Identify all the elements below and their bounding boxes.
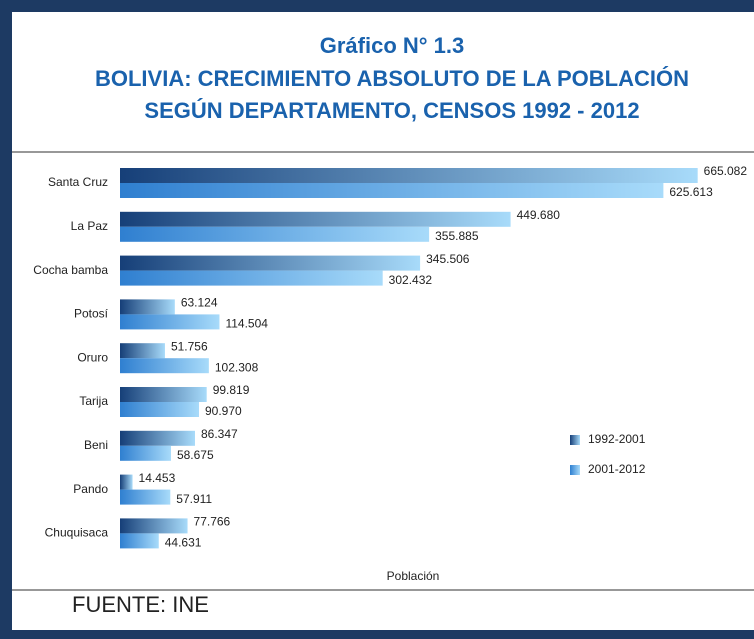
y-tick-label: Santa Cruz	[48, 175, 108, 189]
bar	[120, 533, 159, 549]
y-tick-label: Oruro	[77, 350, 108, 364]
data-label: 51.756	[171, 339, 208, 353]
data-label: 77.766	[194, 515, 231, 529]
data-label: 355.885	[435, 229, 479, 243]
bar	[120, 445, 171, 461]
data-label: 345.506	[426, 252, 470, 266]
bar	[120, 211, 511, 227]
x-axis-label: Población	[387, 569, 440, 583]
bar	[120, 402, 200, 417]
data-label: 57.911	[176, 492, 212, 506]
bar	[120, 489, 171, 505]
bar	[120, 314, 220, 330]
y-tick-label: Chuquisaca	[45, 526, 109, 540]
bar	[120, 387, 207, 402]
y-tick-label: Potosí	[74, 307, 109, 321]
data-label: 114.504	[225, 317, 268, 331]
y-tick-label: Cocha bamba	[33, 263, 108, 277]
data-label: 665.082	[704, 164, 748, 178]
legend-label: 2001-2012	[588, 462, 646, 476]
data-label: 63.124	[181, 296, 218, 310]
bar	[120, 255, 421, 271]
bar	[120, 343, 165, 359]
bar	[120, 183, 664, 198]
bar	[120, 358, 209, 374]
y-tick-label: Beni	[84, 438, 108, 452]
bar	[120, 168, 698, 183]
y-tick-label: Pando	[73, 482, 108, 496]
legend-label: 1992-2001	[588, 432, 646, 446]
data-label: 44.631	[165, 536, 202, 550]
data-label: 302.432	[389, 273, 433, 287]
bar	[120, 430, 195, 446]
data-label: 86.347	[201, 427, 238, 441]
y-tick-label: Tarija	[79, 394, 108, 408]
chart-title: Gráfico N° 1.3	[320, 33, 465, 58]
data-label: 99.819	[213, 383, 250, 397]
data-label: 90.970	[205, 404, 242, 418]
data-label: 102.308	[215, 360, 259, 374]
data-label: 14.453	[139, 471, 176, 485]
bar	[120, 518, 188, 534]
chart-subtitle: SEGÚN DEPARTAMENTO, CENSOS 1992 - 2012	[144, 98, 639, 123]
bar	[120, 299, 175, 315]
legend-swatch	[570, 465, 580, 475]
data-label: 449.680	[517, 208, 561, 222]
data-label: 625.613	[669, 185, 713, 199]
y-tick-label: La Paz	[71, 219, 108, 233]
bar	[120, 474, 133, 490]
data-label: 58.675	[177, 448, 214, 462]
source: FUENTE: INE	[72, 592, 209, 617]
legend-swatch	[570, 435, 580, 445]
bar	[120, 270, 383, 286]
chart-subtitle: BOLIVIA: CRECIMIENTO ABSOLUTO DE LA POBL…	[95, 66, 689, 91]
bar	[120, 226, 430, 242]
